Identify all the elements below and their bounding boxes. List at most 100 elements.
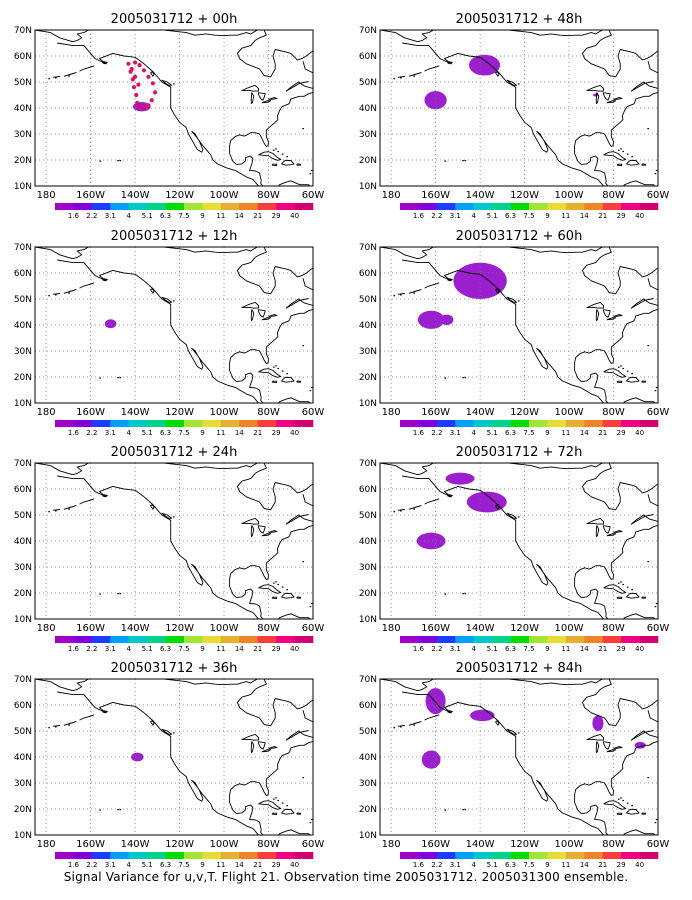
colorbar-swatch [565,636,585,643]
colorbar-label: 4 [126,429,131,437]
colorbar-swatch [547,852,567,859]
colorbar-swatch [547,203,567,210]
colorbar-swatch [510,420,530,427]
colorbar-swatch [91,852,111,859]
colorbar-swatch [202,636,222,643]
colorbar-label: 9 [545,645,549,653]
colorbar-swatch [436,636,456,643]
observation-track [126,60,158,111]
colorbar-swatch [91,203,111,210]
colorbar-label: 6.3 [160,861,171,869]
colorbar-label: 40 [635,429,644,437]
lat-label: 70N [359,26,377,36]
colorbar-swatch [55,203,74,210]
colorbar-swatch [418,852,438,859]
colorbar-swatch [547,636,567,643]
colorbar-label: 11 [216,861,225,869]
lat-label: 60N [14,485,32,495]
colorbar-swatch [294,203,314,210]
colorbar-label: 21 [253,861,262,869]
lat-label: 60N [14,52,32,62]
colorbar-label: 7.5 [178,861,189,869]
graticule [35,247,313,403]
colorbar-swatch [529,852,548,859]
lat-label: 50N [14,511,32,521]
colorbar-label: 40 [635,861,644,869]
lon-label: 60W [647,623,670,634]
colorbar-label: 2.2 [86,861,97,869]
observation-point [135,100,140,105]
colorbar-swatch [184,852,203,859]
colorbar: 1.6 2.2 3.1 4 5.1 6.3 7.5 9 11 14 21 29 40 [55,636,314,653]
lon-label: 120W [510,407,539,418]
lon-label: 100W [210,190,239,201]
colorbar-label: 6.3 [160,429,171,437]
lon-label: 80W [602,839,625,850]
colorbar: 1.6 2.2 3.1 4 5.1 6.3 7.5 9 11 14 21 29 40 [400,636,659,653]
lon-label: 180 [382,190,401,201]
colorbar-label: 1.6 [413,645,425,653]
lon-label: 120W [165,623,194,634]
colorbar-swatch [128,420,148,427]
colorbar-label: 4 [471,645,476,653]
colorbar-label: 7.5 [178,212,189,220]
colorbar-label: 14 [235,645,244,653]
map-frame [379,462,659,620]
colorbar-swatch [184,203,203,210]
colorbar-label: 7.5 [523,429,534,437]
colorbar: 1.6 2.2 3.1 4 5.1 6.3 7.5 9 11 14 21 29 40 [55,203,314,220]
lon-label: 120W [510,623,539,634]
lon-label: 80W [257,623,280,634]
colorbar-label: 5.1 [487,645,498,653]
colorbar-label: 11 [561,861,570,869]
colorbar-swatch [602,420,622,427]
colorbar-label: 3.1 [450,429,461,437]
colorbar-label: 11 [216,645,225,653]
graticule [35,679,313,835]
lat-label: 70N [359,243,377,253]
map-panel-24h: 2005031712 + 24h 10N 20N 30N 40N 50N 60N 70N 180… [14,445,325,653]
colorbar-label: 1.6 [68,212,80,220]
map-panel-72h: 2005031712 + 72h 10N 20N 30N 40N 50N 60N 70N 180… [359,445,670,653]
colorbar-swatch [165,852,185,859]
colorbar-swatch [473,636,493,643]
lon-label: 140W [121,623,150,634]
colorbar-swatch [73,852,93,859]
colorbar-label: 3.1 [450,861,461,869]
map-frame [379,29,659,187]
lon-label: 80W [257,190,280,201]
colorbar-label: 1.6 [413,212,425,220]
colorbar-label: 40 [635,645,644,653]
lat-label: 60N [359,701,377,711]
map-frame [34,29,314,187]
coastlines [35,30,313,186]
colorbar-swatch [492,636,511,643]
lat-label: 40N [359,321,377,331]
lon-label: 60W [647,407,670,418]
lat-label: 20N [14,589,32,599]
lat-label: 70N [14,675,32,685]
lat-label: 40N [359,104,377,114]
colorbar-label: 21 [253,429,262,437]
colorbar-label: 1.6 [68,645,80,653]
signal-region [424,91,447,110]
lat-label: 70N [14,26,32,36]
lon-label: 160W [421,839,450,850]
coastlines [380,30,658,186]
colorbar-swatch [455,420,475,427]
colorbar-swatch [91,636,111,643]
colorbar-swatch [128,636,148,643]
lon-label: 60W [647,190,670,201]
graticule [380,30,658,186]
colorbar-label: 9 [200,212,204,220]
colorbar-label: 7.5 [523,212,534,220]
lon-label: 140W [121,190,150,201]
colorbar-swatch [602,203,622,210]
map-panel-84h: 2005031712 + 84h 10N 20N 30N 40N 50N 60N 70N 180… [359,661,670,869]
colorbar-swatch [184,420,203,427]
panel-title: 2005031712 + 24h [111,445,238,460]
lat-label: 40N [14,104,32,114]
lon-label: 160W [421,190,450,201]
colorbar-swatch [294,636,314,643]
colorbar-swatch [257,420,277,427]
